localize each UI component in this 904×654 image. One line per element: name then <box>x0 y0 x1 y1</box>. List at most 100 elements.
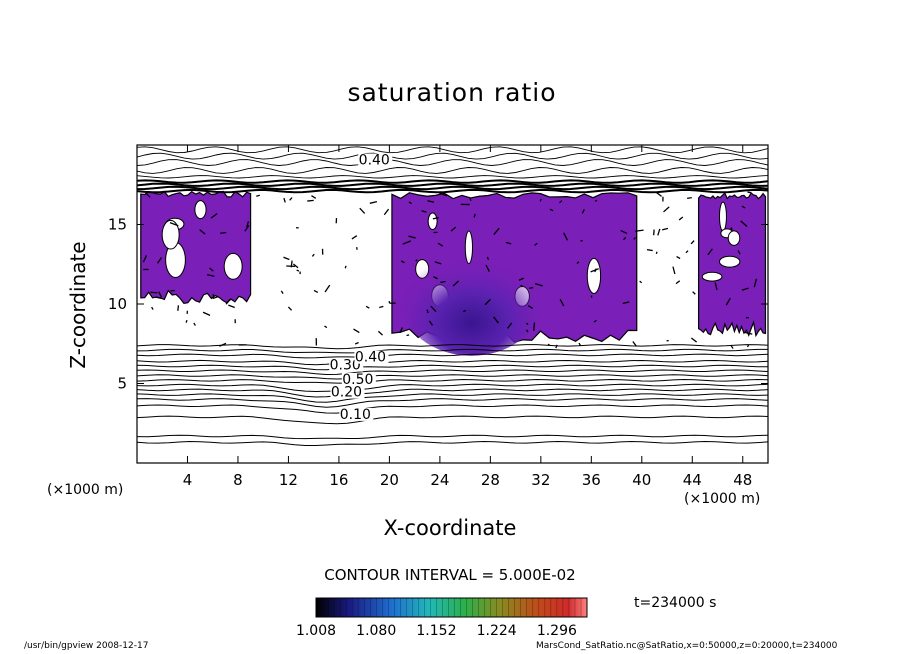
contour-fragment <box>246 221 250 228</box>
isoline <box>137 374 768 380</box>
isoline <box>137 393 768 403</box>
x-tick-label: 24 <box>430 471 449 489</box>
x-axis-unit: (×1000 m) <box>684 491 761 507</box>
contour-fragment <box>207 274 215 277</box>
contour-fragment <box>280 290 284 295</box>
contour-fragment <box>406 334 410 337</box>
contour-fragment <box>620 229 628 234</box>
time-label: t=234000 s <box>634 595 717 611</box>
x-tick-label: 44 <box>683 471 702 489</box>
contour-fragment <box>675 280 681 285</box>
contour-fragment <box>744 331 753 335</box>
contour-interval: CONTOUR INTERVAL = 5.000E-02 <box>324 566 576 584</box>
isoline <box>137 440 768 446</box>
x-tick-label: 40 <box>632 471 651 489</box>
contour-fragment <box>351 235 358 240</box>
contour-fragment <box>438 192 447 197</box>
contour-fragment <box>307 199 314 202</box>
contour-fragment <box>151 306 154 310</box>
contour-fragment <box>747 191 752 194</box>
contour-fragment <box>209 267 214 272</box>
colorbar: 1.008 1.080 1.152 1.224 1.296 <box>296 597 588 639</box>
contour-fragment <box>559 200 563 204</box>
contour-fragment <box>379 305 384 309</box>
contour-fragment <box>469 198 472 202</box>
contour-fragment <box>725 297 731 306</box>
footer-command: /usr/bin/gpview 2008-12-17 <box>24 641 149 651</box>
contour-fragment <box>741 205 746 209</box>
contour-fragment <box>730 227 733 231</box>
upper-isoline <box>137 188 768 194</box>
contour-fragment <box>142 255 148 263</box>
contour-fragment <box>533 322 536 331</box>
contour-fragment <box>518 277 525 281</box>
contour-fragment <box>313 289 319 293</box>
contour-fragment <box>426 309 429 314</box>
contour-fragment <box>639 280 643 284</box>
contour-fragment <box>657 228 661 236</box>
contour-fragment <box>283 197 286 203</box>
contour-fragment <box>525 329 529 333</box>
isoline <box>137 344 768 350</box>
contour-fragment <box>365 305 370 309</box>
contour-fragment <box>220 231 227 234</box>
contour-fragment <box>353 328 360 334</box>
isoline <box>137 369 768 376</box>
contour-fragment <box>576 261 580 265</box>
unsaturated-pocket <box>727 230 741 246</box>
contour-fragment <box>690 240 695 245</box>
x-tick-label: 48 <box>733 471 752 489</box>
contour-fragment <box>740 220 748 227</box>
supersaturated-region <box>140 190 252 304</box>
contour-label: 0.10 <box>340 407 371 423</box>
isoline <box>137 415 768 425</box>
contour-fragment <box>632 341 637 347</box>
contour-fragment <box>529 286 534 289</box>
contour-fragment <box>714 282 718 291</box>
unsaturated-pocket <box>161 219 180 250</box>
contour-fragment <box>622 236 627 241</box>
contour-fragment <box>559 298 565 307</box>
contour-fragment <box>434 261 442 265</box>
isoline <box>137 404 768 414</box>
contour-fragment <box>228 304 235 309</box>
colorbar-tick-label: 1.224 <box>477 623 517 639</box>
contour-fragment <box>156 257 163 264</box>
x-tick-label: 12 <box>279 471 298 489</box>
contour-fragment <box>437 242 444 247</box>
contour-fragment <box>212 294 215 297</box>
contour-fragment <box>185 319 188 323</box>
isoline <box>137 364 768 371</box>
contour-fragment <box>177 305 180 311</box>
chart-title: saturation ratio <box>347 78 557 107</box>
contour-fragment <box>289 197 293 201</box>
colorbar-tick-label: 1.152 <box>416 623 456 639</box>
colorbar-gradient <box>315 597 588 618</box>
y-axis-label: Z-coordinate <box>66 241 90 369</box>
contour-fragment <box>296 269 300 272</box>
contour-fragment <box>741 287 749 291</box>
unsaturated-pocket <box>718 201 727 232</box>
x-tick-label: 4 <box>183 471 193 489</box>
contour-label: 0.30 <box>330 358 361 374</box>
contour-fragment <box>678 216 684 221</box>
contour-fragment <box>408 201 412 205</box>
contour-fragment <box>485 264 490 272</box>
contour-fragment <box>646 248 653 252</box>
contour-fragment <box>428 320 434 326</box>
upper-isoline <box>137 179 768 184</box>
contour-fragment <box>287 306 293 311</box>
x-tick-label: 28 <box>481 471 500 489</box>
contour-fragment <box>580 239 583 242</box>
contour-fragment <box>655 251 658 255</box>
contour-label-bg <box>358 153 393 167</box>
contour-field: 0.400.300.400.500.200.10 <box>137 146 768 446</box>
contour-fragment <box>377 330 383 336</box>
upper-isoline <box>137 185 768 191</box>
x-tick-label: 8 <box>233 471 243 489</box>
isoline <box>137 434 768 440</box>
unsaturated-pocket <box>701 271 723 282</box>
upper-isoline <box>137 159 768 166</box>
colorbar-tick-label: 1.080 <box>356 623 396 639</box>
